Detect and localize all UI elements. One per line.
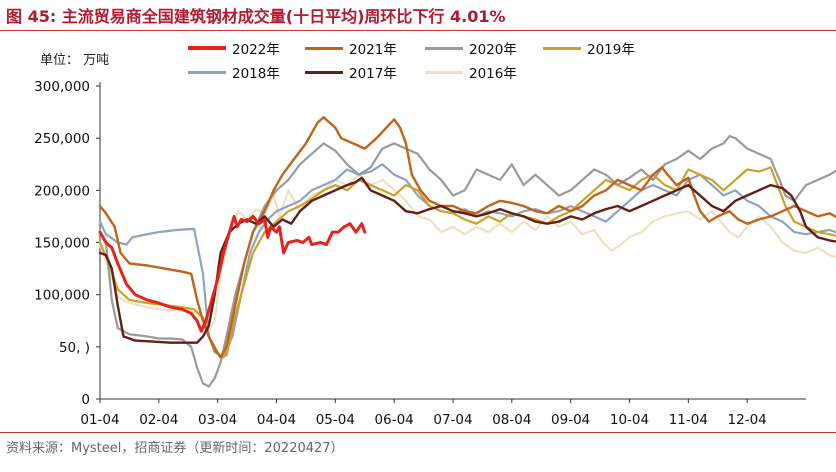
chart-title: 图 45: 主流贸易商全国建筑钢材成交量(十日平均)周环比下行 4.01% <box>6 7 506 26</box>
legend-item: 2021年 <box>305 38 397 58</box>
x-tick-label: 01-04 <box>80 412 119 428</box>
legend-swatch <box>425 46 463 50</box>
x-tick-label: 12-04 <box>728 412 767 428</box>
legend-label: 2018年 <box>232 66 280 82</box>
legend-item: 2017年 <box>305 62 397 82</box>
legend-swatch <box>543 46 581 50</box>
y-tick-label: 100,000 <box>34 288 90 304</box>
title-divider <box>0 30 836 31</box>
legend-swatch <box>188 70 226 74</box>
legend-label: 2016年 <box>469 66 517 82</box>
x-tick-label: 06-04 <box>375 412 414 428</box>
source-note: 资料来源：Mysteel，招商证券（更新时间：20220427） <box>6 441 344 456</box>
series-line-2016年 <box>98 173 836 333</box>
y-tick-label: 0 <box>81 392 90 408</box>
x-tick-label: 08-04 <box>492 412 531 428</box>
x-tick-label: 02-04 <box>139 412 178 428</box>
series-line-2020年 <box>98 135 836 388</box>
legend-label: 2021年 <box>349 42 397 58</box>
x-tick-label: 11-04 <box>669 412 708 428</box>
footer-divider <box>0 432 836 433</box>
legend-item: 2022年 <box>188 38 280 58</box>
legend-label: 2020年 <box>469 42 517 58</box>
legend-item: 2020年 <box>425 38 517 58</box>
legend-item: 2018年 <box>188 62 280 82</box>
x-tick-label: 10-04 <box>610 412 649 428</box>
legend-item: 2016年 <box>425 62 517 82</box>
unit-label: 单位： 万吨 <box>40 53 110 68</box>
y-tick-label: 250,000 <box>34 131 90 147</box>
y-tick-label: 50, ) <box>59 340 90 356</box>
legend-swatch <box>305 46 343 50</box>
y-tick-label: 150,000 <box>34 236 90 252</box>
legend-label: 2022年 <box>232 42 280 58</box>
legend-label: 2019年 <box>587 42 635 58</box>
y-tick-label: 300,000 <box>34 79 90 95</box>
legend-label: 2017年 <box>349 66 397 82</box>
legend-item: 2019年 <box>543 38 635 58</box>
series-line-2021年 <box>98 116 836 359</box>
x-tick-label: 04-04 <box>257 412 296 428</box>
series-line-2022年 <box>98 214 367 333</box>
series-line-2017年 <box>98 176 836 344</box>
x-tick-label: 09-04 <box>551 412 590 428</box>
y-tick-label: 200,000 <box>34 183 90 199</box>
legend-swatch <box>305 70 343 74</box>
x-tick-label: 07-04 <box>433 412 472 428</box>
legend-swatch <box>188 46 226 50</box>
x-tick-label: 03-04 <box>198 412 237 428</box>
legend-swatch <box>425 70 463 74</box>
x-tick-label: 05-04 <box>316 412 355 428</box>
